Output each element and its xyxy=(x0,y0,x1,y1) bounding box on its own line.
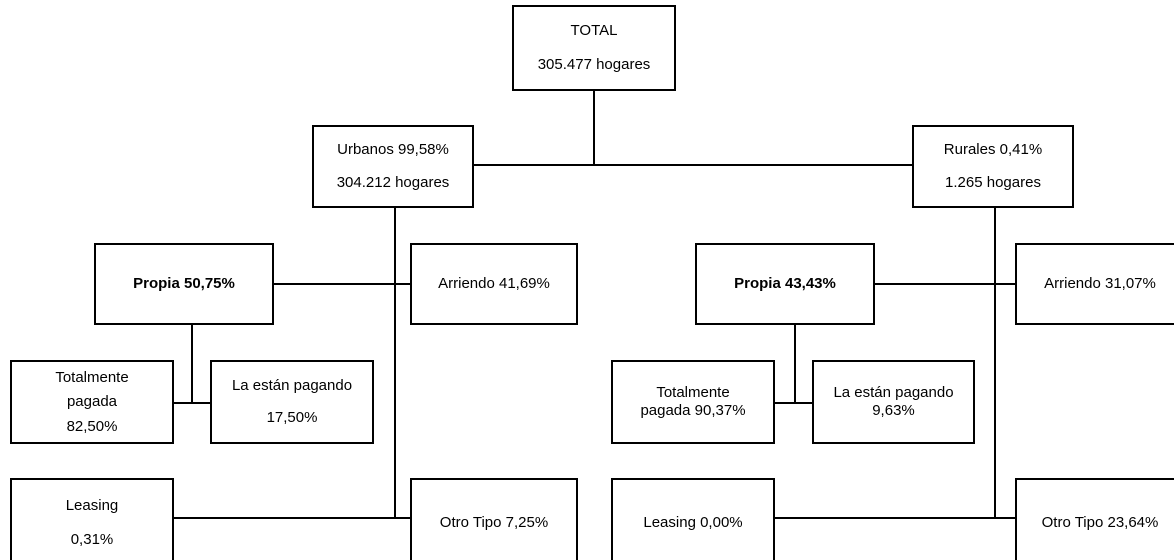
node-label: 304.212 hogares xyxy=(336,173,450,191)
node-label: Leasing xyxy=(65,496,119,514)
node-box: Leasing 0,31% xyxy=(10,478,174,560)
node-box: Totalmente pagada 90,37% xyxy=(611,360,775,444)
node-label: Propia 50,75% xyxy=(133,275,235,292)
node-label: La están pagando xyxy=(231,376,353,394)
node-box: Otro Tipo 23,64% xyxy=(1015,478,1174,560)
node-label: La están pagando xyxy=(833,384,954,401)
node-label: Urbanos 99,58% xyxy=(337,141,449,159)
node-label: 82,50% xyxy=(66,417,118,435)
node-label: pagada xyxy=(66,393,118,410)
node-label: 0,31% xyxy=(70,531,114,549)
node-box: Leasing 0,00% xyxy=(611,478,775,560)
node-label: 17,50% xyxy=(266,409,318,427)
node-label: Propia 43,43% xyxy=(734,275,836,292)
connector xyxy=(775,208,1015,519)
node-box: Propia 50,75% xyxy=(94,243,274,325)
node-box: Arriendo 31,07% xyxy=(1015,243,1174,325)
node-label: Otro Tipo 7,25% xyxy=(439,514,549,531)
node-label: Totalmente xyxy=(55,368,129,386)
node-box: Arriendo 41,69% xyxy=(410,243,578,325)
node-label: pagada 90,37% xyxy=(640,402,746,419)
connector xyxy=(474,91,912,166)
node-box: La están pagando 17,50% xyxy=(210,360,374,444)
node-box: TOTAL 305.477 hogares xyxy=(512,5,676,91)
node-label: Arriendo 41,69% xyxy=(438,275,550,292)
node-box: Propia 43,43% xyxy=(695,243,875,325)
connector xyxy=(174,325,210,404)
node-box: Urbanos 99,58% 304.212 hogares xyxy=(312,125,474,208)
node-label: Otro Tipo 23,64% xyxy=(1041,514,1159,531)
node-box: Rurales 0,41% 1.265 hogares xyxy=(912,125,1074,208)
node-label: Rurales 0,41% xyxy=(943,141,1043,159)
node-label: Totalmente xyxy=(656,384,730,401)
node-label: Arriendo 31,07% xyxy=(1044,275,1156,292)
node-box: Totalmente pagada 82,50% xyxy=(10,360,174,444)
node-label: Leasing 0,00% xyxy=(643,514,743,531)
node-box: Otro Tipo 7,25% xyxy=(410,478,578,560)
connector xyxy=(174,208,410,519)
node-label: 305.477 hogares xyxy=(537,55,651,73)
node-box: La están pagando 9,63% xyxy=(812,360,975,444)
connector xyxy=(775,325,812,404)
node-label: 9,63% xyxy=(872,402,915,419)
node-label: TOTAL xyxy=(570,22,618,40)
node-label: 1.265 hogares xyxy=(945,173,1041,191)
